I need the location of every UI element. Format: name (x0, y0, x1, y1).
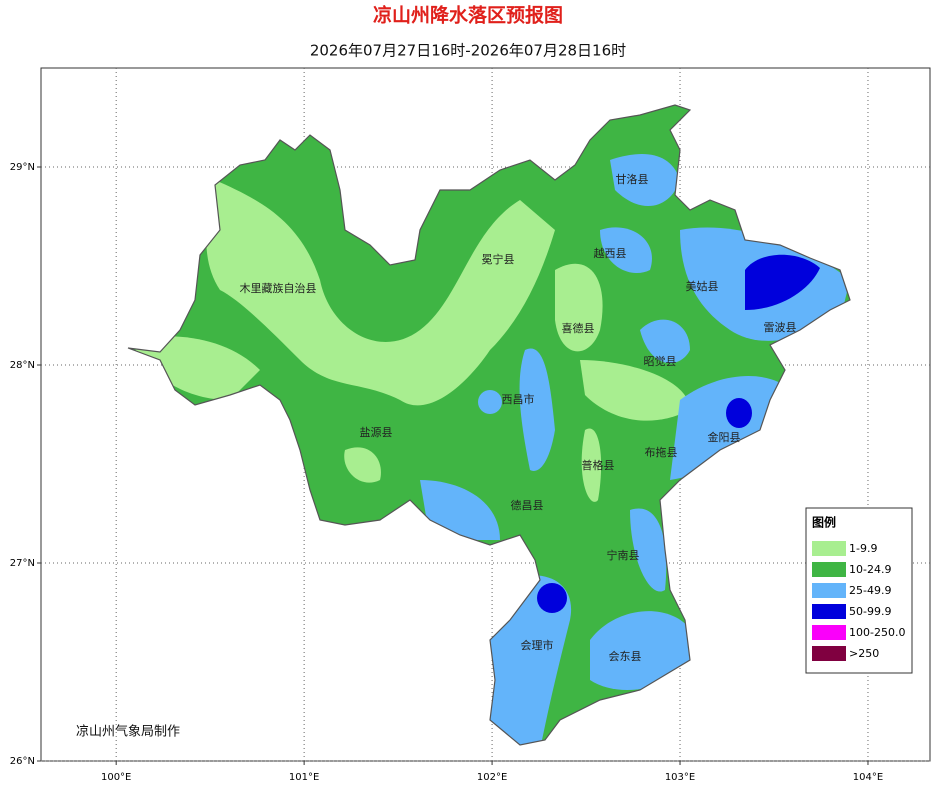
place-label: 美姑县 (686, 280, 719, 293)
legend-swatch (812, 583, 846, 598)
legend-swatch (812, 604, 846, 619)
legend-swatch (812, 646, 846, 661)
place-label: 会理市 (521, 638, 554, 652)
area-1-9 (580, 360, 690, 421)
area-50-99 (726, 398, 752, 428)
area-50-99 (537, 583, 567, 613)
area-25-49 (519, 348, 555, 471)
place-label: 宁南县 (607, 548, 640, 562)
x-tick-label: 100°E (101, 772, 131, 783)
x-tick-label: 104°E (853, 772, 883, 783)
place-label: 普格县 (582, 458, 615, 472)
place-label: 雷波县 (764, 321, 797, 334)
legend-label: 100-250.0 (849, 626, 905, 639)
area-1-9 (581, 428, 602, 502)
area-25-49 (630, 508, 667, 592)
x-tick-label: 103°E (665, 772, 695, 783)
area-50-99 (745, 254, 820, 310)
place-label: 金阳县 (708, 430, 741, 444)
place-label: 喜德县 (562, 321, 595, 335)
place-label: 德昌县 (511, 498, 544, 512)
subtitle: 2026年07月27日16时-2026年07月28日16时 (310, 42, 626, 60)
credit: 凉山州气象局制作 (76, 724, 180, 740)
legend-title: 图例 (812, 515, 836, 530)
place-label: 冕宁县 (482, 252, 515, 266)
x-tick-label: 101°E (289, 772, 319, 783)
area-1-9 (555, 263, 603, 352)
legend-label: 10-24.9 (849, 563, 891, 576)
place-label: 布拖县 (645, 445, 678, 459)
place-label: 西昌市 (502, 392, 535, 406)
area-1-9 (130, 336, 260, 400)
legend-label: 50-99.9 (849, 605, 891, 618)
area-25-49 (610, 154, 680, 207)
y-tick-label: 29°N (10, 162, 35, 173)
area-25-49 (600, 227, 652, 274)
place-label: 越西县 (594, 246, 627, 260)
legend-label: 25-49.9 (849, 584, 891, 597)
place-label: 甘洛县 (616, 172, 649, 186)
legend-label: 1-9.9 (849, 542, 877, 555)
y-tick-label: 27°N (10, 558, 35, 569)
area-1-9 (344, 447, 381, 483)
title: 凉山州降水落区预报图 (373, 4, 563, 27)
legend-label: >250 (849, 647, 879, 660)
place-labels: 甘洛县 越西县 冕宁县 美姑县 木里藏族自治县 喜德县 雷波县 昭觉县 西昌市 … (240, 172, 797, 663)
area-1-9 (206, 180, 555, 406)
area-25-49 (670, 376, 790, 480)
place-label: 盐源县 (360, 425, 393, 439)
legend-swatch (812, 541, 846, 556)
area-25-49 (640, 319, 690, 364)
legend-swatch (812, 562, 846, 577)
x-tick-label: 102°E (477, 772, 507, 783)
place-label: 昭觉县 (644, 355, 677, 368)
place-label: 会东县 (609, 650, 642, 663)
precip-areas (128, 105, 850, 745)
legend: 1-9.9 10-24.9 25-49.9 50-99.9 100-250.0 >250 (812, 541, 905, 661)
legend-swatch (812, 625, 846, 640)
y-tick-label: 26°N (10, 756, 35, 767)
place-label: 木里藏族自治县 (240, 281, 317, 295)
y-tick-label: 28°N (10, 360, 35, 371)
area-25-49 (478, 390, 502, 414)
